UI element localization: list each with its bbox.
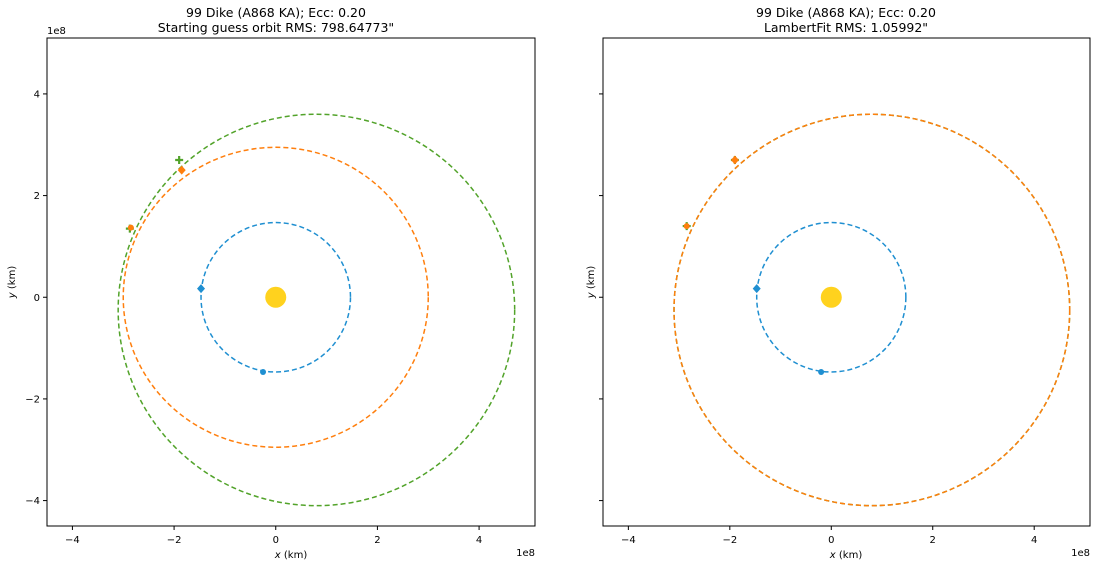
left-y-tick-label: −2 xyxy=(25,394,40,405)
right-x-axis-label: x (km) xyxy=(829,550,863,561)
left-x-exponent: 1e8 xyxy=(516,548,535,559)
left-y-tick-label: 2 xyxy=(34,191,40,202)
left-x-axis-label: x (km) xyxy=(274,550,308,561)
right-plot-frame xyxy=(602,37,1091,527)
left-earth-obs-1-point xyxy=(197,284,206,294)
right-subplot: 99 Dike (A868 KA); Ecc: 0.20 LambertFit … xyxy=(586,5,1091,561)
left-y-tick-label: −4 xyxy=(25,496,40,507)
right-earth-obs-2-point xyxy=(818,368,825,375)
left-x-tick-label: 4 xyxy=(476,535,482,546)
left-x-tick-label: −4 xyxy=(65,535,80,546)
left-plot-frame xyxy=(46,37,536,527)
right-axis-ticks: −4 −2 0 2 4 xyxy=(599,93,1037,546)
left-true-obs-1-point xyxy=(175,156,184,164)
right-earth-obs-1-point xyxy=(752,284,761,294)
right-x-exponent: 1e8 xyxy=(1071,548,1090,559)
right-y-axis-label: y (km) xyxy=(586,266,597,300)
right-x-tick-label: −2 xyxy=(722,535,737,546)
right-plot-area xyxy=(603,38,1090,526)
left-sun-point xyxy=(265,286,287,308)
left-earth-obs-2-point xyxy=(260,368,267,375)
right-title-line2: LambertFit RMS: 1.05992" xyxy=(764,20,928,35)
left-guess-obs-1-point xyxy=(177,165,186,175)
left-plot-area xyxy=(47,38,535,526)
right-x-tick-label: 2 xyxy=(930,535,936,546)
left-guess-orbit-line xyxy=(122,146,429,448)
right-x-tick-label: 0 xyxy=(828,535,834,546)
right-fit-orbit-line xyxy=(673,113,1071,507)
right-earth-orbit-line xyxy=(755,221,907,373)
right-x-tick-label: 4 xyxy=(1031,535,1037,546)
left-true-orbit-line xyxy=(117,113,516,507)
right-fit-obs-1-point xyxy=(730,155,739,165)
left-x-tick-label: 2 xyxy=(374,535,380,546)
left-y-exponent: 1e8 xyxy=(47,26,66,37)
left-subplot: 99 Dike (A868 KA); Ecc: 0.20 Starting gu… xyxy=(7,5,536,561)
left-axis-ticks: −4 −2 0 2 4 −4 −2 0 2 4 xyxy=(25,89,482,546)
left-y-tick-label: 4 xyxy=(34,89,40,100)
left-x-tick-label: 0 xyxy=(273,535,279,546)
left-x-tick-label: −2 xyxy=(167,535,182,546)
left-title-line2: Starting guess orbit RMS: 798.64773" xyxy=(158,20,394,35)
left-y-tick-label: 0 xyxy=(34,293,40,304)
right-chart-marks xyxy=(673,113,1071,507)
right-sun-point xyxy=(820,286,842,308)
left-guess-obs-2-point xyxy=(127,224,134,231)
left-y-axis-label: y (km) xyxy=(7,266,18,300)
right-fit-obs-2-point xyxy=(683,223,690,230)
left-earth-orbit-line xyxy=(200,221,352,373)
left-chart-marks xyxy=(117,113,516,507)
left-title-line1: 99 Dike (A868 KA); Ecc: 0.20 xyxy=(186,5,366,20)
right-title-line1: 99 Dike (A868 KA); Ecc: 0.20 xyxy=(756,5,936,20)
right-x-tick-label: −4 xyxy=(621,535,636,546)
